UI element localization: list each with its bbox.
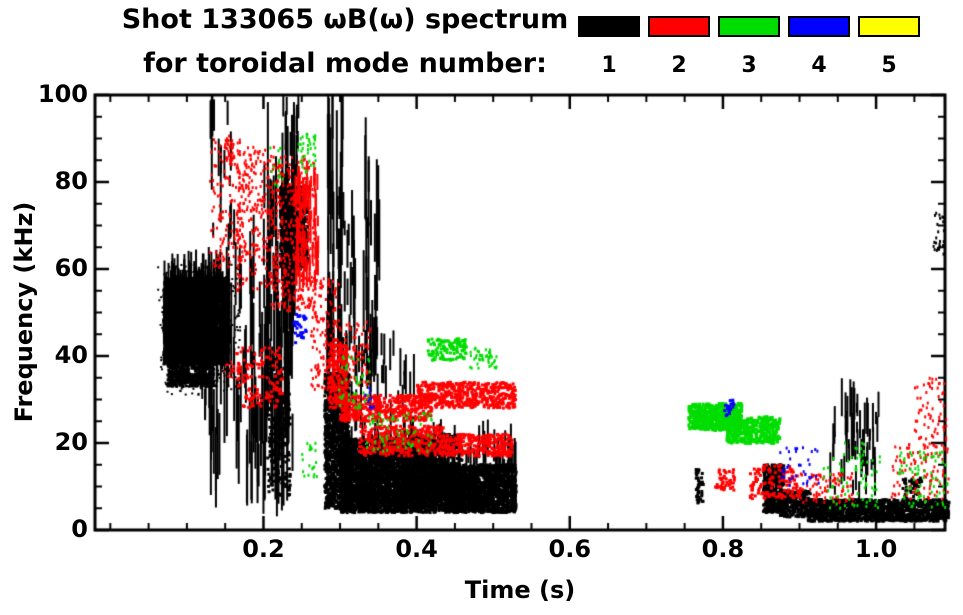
legend-swatch-n5 [858,16,920,37]
legend-label-n3: 3 [741,53,757,78]
y-tick-label: 0 [71,515,88,543]
y-tick-label: 40 [54,341,88,369]
x-axis-title: Time (s) [464,576,576,604]
chart-title: Shot 133065 ωB(ω) spectrum [121,4,569,35]
x-tick-label: 0.8 [701,535,745,563]
x-tick-label: 0.2 [242,535,285,563]
legend-label-n1: 1 [601,53,617,78]
mode-number-legend [578,16,920,37]
legend-swatch-n2 [648,16,710,37]
y-tick-label: 80 [54,167,88,195]
legend-swatch-n3 [718,16,780,37]
legend-swatch-n4 [788,16,850,37]
legend-label-n5: 5 [881,53,897,78]
mode-number-legend-labels: 1 2 3 4 5 [578,53,920,78]
x-tick-label: 0.6 [548,535,592,563]
y-tick-label: 20 [54,428,88,456]
legend-swatch-n1 [578,16,640,37]
legend-label-n4: 4 [811,53,827,78]
y-axis-title: Frequency (kHz) [10,201,38,423]
y-tick-label: 100 [37,80,88,108]
x-tick-label: 1.0 [854,535,898,563]
y-tick-label: 60 [54,254,88,282]
x-tick-label: 0.4 [395,535,438,563]
legend-label-n2: 2 [671,53,687,78]
chart-subtitle: for toroidal mode number: [143,48,547,79]
